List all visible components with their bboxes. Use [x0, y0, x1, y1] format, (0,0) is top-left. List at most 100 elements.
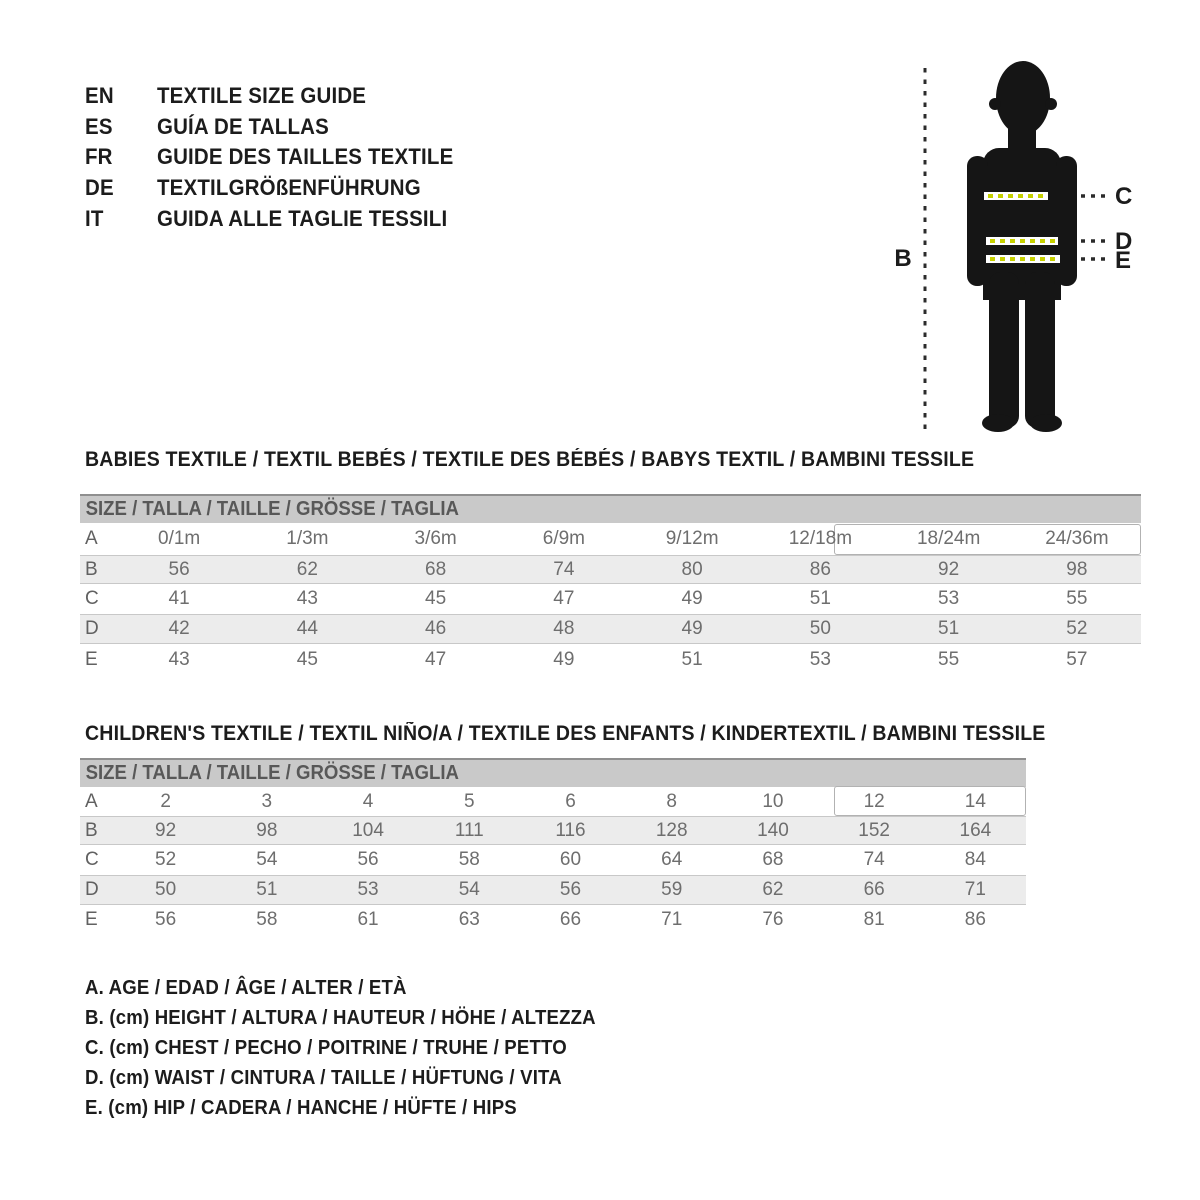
table-cell: 56 — [168, 558, 190, 580]
table-cell: 71 — [964, 879, 986, 900]
table-cell: 42 — [168, 618, 190, 639]
table-cell: 41 — [168, 588, 190, 609]
waist-label: D — [1115, 228, 1132, 255]
table-cell: 61 — [357, 908, 379, 930]
table-cell: 71 — [661, 908, 683, 930]
table-cell: 47 — [553, 588, 575, 609]
lang-code: ES — [85, 113, 113, 139]
legend-text: D. (cm) WAIST / CINTURA / TAILLE / HÜFTU… — [85, 1066, 562, 1089]
table-cell: 56 — [559, 879, 582, 900]
table-cell: 48 — [553, 618, 575, 639]
table-cell: 45 — [296, 648, 318, 670]
lang-title: TEXTILGRÖßENFÜHRUNG — [157, 175, 421, 201]
babies-rows: A 0/1m 1/3m 3/6m 6/9m 9/12m 12/18m 18/24m 24/36m… — [80, 523, 1141, 675]
table-cell: 84 — [964, 849, 986, 870]
lang-title: GUIDE DES TAILLES TEXTILE — [157, 144, 454, 170]
table-cell: 5 — [463, 790, 475, 812]
legend-text: A. AGE / EDAD / ÂGE / ALTER / ETÀ — [85, 977, 407, 1000]
table-cell: 74 — [553, 558, 575, 580]
row-label: B — [85, 819, 98, 841]
table-cell: 57 — [1066, 648, 1088, 670]
table-cell: 12 — [863, 790, 885, 812]
table-cell: 3 — [261, 790, 273, 812]
height-label: B — [894, 245, 911, 272]
table-cell: 51 — [681, 648, 703, 670]
table-cell: 54 — [458, 879, 480, 900]
table-cell: 10 — [762, 790, 784, 812]
lang-title: GUÍA DE TALLAS — [157, 113, 329, 139]
children-size-table: SIZE / TALLA / TAILLE / GRÖSSE / TAGLIA … — [80, 758, 1026, 934]
table-cell: 8 — [666, 790, 677, 812]
table-cell: 51 — [256, 879, 278, 900]
table-row: A 0/1m 1/3m 3/6m 6/9m 9/12m 12/18m 18/24m 24/36m — [80, 523, 1141, 555]
table-cell: 6/9m — [542, 528, 585, 549]
table-cell: 49 — [681, 588, 703, 609]
table-cell: 152 — [858, 819, 890, 841]
table-cell: 2 — [160, 790, 171, 812]
row-label: A — [85, 528, 98, 549]
babies-size-header-row: SIZE / TALLA / TAILLE / GRÖSSE / TAGLIA — [80, 494, 1141, 523]
table-cell: 53 — [357, 879, 379, 900]
lang-code: DE — [85, 175, 114, 201]
table-cell: 62 — [296, 558, 318, 580]
table-cell: 98 — [256, 819, 278, 841]
lang-row-en: EN TEXTILE SIZE GUIDE — [85, 81, 476, 112]
legend-text: E. (cm) HIP / CADERA / HANCHE / HÜFTE / … — [85, 1096, 517, 1119]
table-cell: 43 — [168, 648, 190, 670]
lang-row-it: IT GUIDA ALLE TAGLIE TESSILI — [85, 203, 476, 234]
table-cell: 0/1m — [158, 528, 201, 549]
table-cell: 24/36m — [1045, 528, 1109, 549]
table-cell: 56 — [357, 849, 379, 870]
table-cell: 18/24m — [916, 528, 981, 549]
table-cell: 66 — [863, 879, 885, 900]
language-title-list: EN TEXTILE SIZE GUIDE ES GUÍA DE TALLAS FR… — [85, 81, 476, 234]
table-cell: 45 — [425, 588, 447, 609]
table-cell: 63 — [458, 908, 480, 930]
legend-line-chest: C. (cm) CHEST / PECHO / POITRINE / TRUHE… — [85, 1034, 634, 1064]
table-cell: 50 — [155, 879, 177, 900]
lang-row-es: ES GUÍA DE TALLAS — [85, 112, 476, 143]
table-cell: 47 — [425, 648, 447, 670]
table-cell: 55 — [1066, 588, 1088, 609]
table-cell: 6 — [565, 790, 576, 812]
table-cell: 50 — [809, 618, 831, 639]
table-cell: 68 — [762, 849, 784, 870]
table-cell: 116 — [555, 819, 586, 841]
row-label: E — [85, 908, 98, 930]
table-cell: 55 — [938, 648, 960, 670]
table-cell: 64 — [661, 849, 683, 870]
table-row: C 52 54 56 58 60 64 68 74 84 — [80, 845, 1026, 875]
lang-title: GUIDA ALLE TAGLIE TESSILI — [157, 205, 448, 231]
row-label: C — [85, 849, 99, 870]
table-cell: 49 — [553, 648, 575, 670]
table-cell: 52 — [155, 849, 177, 870]
legend-line-waist: D. (cm) WAIST / CINTURA / TAILLE / HÜFTU… — [85, 1063, 634, 1093]
table-cell: 140 — [757, 819, 789, 841]
legend-line-age: A. AGE / EDAD / ÂGE / ALTER / ETÀ — [85, 974, 634, 1004]
children-rows: A 2 3 4 5 6 8 10 12 14 B 92 98 104 111 116 128 140 152 164 C… — [80, 787, 1026, 934]
table-cell: 54 — [256, 849, 278, 870]
table-cell: 68 — [425, 558, 447, 580]
row-label: D — [85, 618, 99, 639]
table-cell: 92 — [938, 558, 960, 580]
table-cell: 53 — [938, 588, 960, 609]
table-row: B 92 98 104 111 116 128 140 152 164 — [80, 816, 1026, 845]
table-cell: 92 — [155, 819, 177, 841]
table-cell: 44 — [296, 618, 318, 639]
lang-code: FR — [85, 144, 113, 170]
table-cell: 56 — [155, 908, 177, 930]
table-cell: 43 — [296, 588, 318, 609]
row-label: A — [85, 790, 98, 812]
babies-highlight-box — [834, 524, 1141, 555]
table-cell: 51 — [809, 588, 831, 609]
table-cell: 14 — [964, 790, 986, 812]
children-section-title-text: CHILDREN'S TEXTILE / TEXTIL NIÑO/A / TEX… — [85, 722, 1046, 745]
lang-row-fr: FR GUIDE DES TAILLES TEXTILE — [85, 142, 476, 173]
table-cell: 53 — [809, 648, 831, 670]
table-cell: 76 — [762, 908, 784, 930]
lang-row-de: DE TEXTILGRÖßENFÜHRUNG — [85, 173, 476, 204]
table-cell: 60 — [559, 849, 582, 870]
table-cell: 4 — [362, 790, 374, 812]
babies-section-title-text: BABIES TEXTILE / TEXTIL BEBÉS / TEXTILE … — [85, 448, 975, 471]
hip-label: E — [1115, 247, 1131, 274]
